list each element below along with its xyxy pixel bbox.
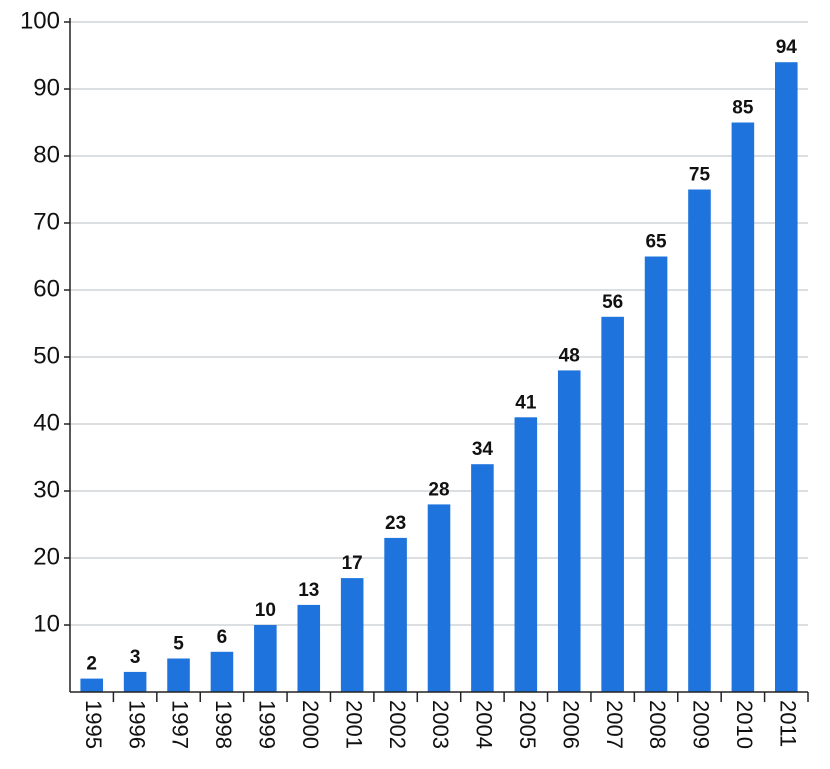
bar (731, 122, 755, 692)
x-tick-label: 2008 (645, 700, 670, 749)
bar (427, 504, 451, 692)
data-label: 3 (130, 647, 141, 668)
bar (210, 651, 234, 692)
y-tick-label: 80 (33, 141, 60, 168)
x-tick-label: 2004 (472, 700, 497, 749)
y-tick-label: 70 (33, 208, 60, 235)
x-tick-label: 1999 (255, 700, 280, 749)
x-tick-label: 2003 (428, 700, 453, 749)
data-label: 2 (86, 654, 97, 675)
y-tick-label: 30 (33, 476, 60, 503)
x-tick-label: 2000 (298, 700, 323, 749)
x-tick-label: 1997 (168, 700, 193, 749)
x-tick-label: 1995 (81, 700, 106, 749)
bar (167, 658, 190, 692)
data-label: 41 (515, 392, 537, 413)
x-tick-label: 2009 (689, 700, 714, 749)
data-label: 6 (217, 627, 228, 648)
y-tick-label: 100 (20, 7, 60, 34)
y-tick-label: 60 (33, 275, 60, 302)
x-tick-label: 2006 (558, 700, 583, 749)
bar (340, 578, 364, 692)
data-label: 13 (298, 580, 319, 601)
data-label: 65 (645, 232, 667, 253)
data-label: 17 (342, 553, 363, 574)
data-label: 75 (689, 165, 711, 186)
bar (471, 464, 494, 692)
y-tick-label: 10 (33, 610, 60, 637)
bar (80, 678, 103, 692)
bar (297, 604, 321, 692)
y-tick-label: 50 (33, 342, 60, 369)
data-label: 56 (602, 292, 623, 313)
data-label: 23 (385, 513, 406, 534)
bar (644, 256, 668, 692)
y-tick-label: 20 (33, 543, 60, 570)
bar (123, 671, 147, 692)
x-tick-label: 2001 (341, 700, 366, 749)
bar (384, 537, 407, 692)
data-label: 5 (173, 634, 184, 655)
bar (254, 625, 277, 692)
y-tick-label: 90 (33, 74, 60, 101)
x-tick-label: 2010 (732, 700, 757, 749)
bar (601, 316, 624, 692)
x-tick-label: 2011 (775, 700, 800, 747)
x-tick-label: 2007 (602, 700, 627, 749)
data-label: 28 (428, 479, 449, 500)
data-label: 85 (732, 98, 754, 119)
x-tick-label: 2005 (515, 700, 540, 749)
x-tick-label: 1996 (124, 700, 149, 749)
bar (514, 417, 538, 692)
bar (688, 189, 711, 692)
data-label: 48 (559, 345, 580, 366)
data-label: 94 (776, 37, 798, 58)
x-tick-label: 2002 (385, 700, 410, 749)
data-label: 34 (472, 439, 494, 460)
data-label: 10 (255, 600, 276, 621)
bar (775, 62, 798, 692)
y-tick-label: 40 (33, 409, 60, 436)
x-tick-label: 1998 (211, 700, 236, 749)
bar (557, 370, 581, 692)
